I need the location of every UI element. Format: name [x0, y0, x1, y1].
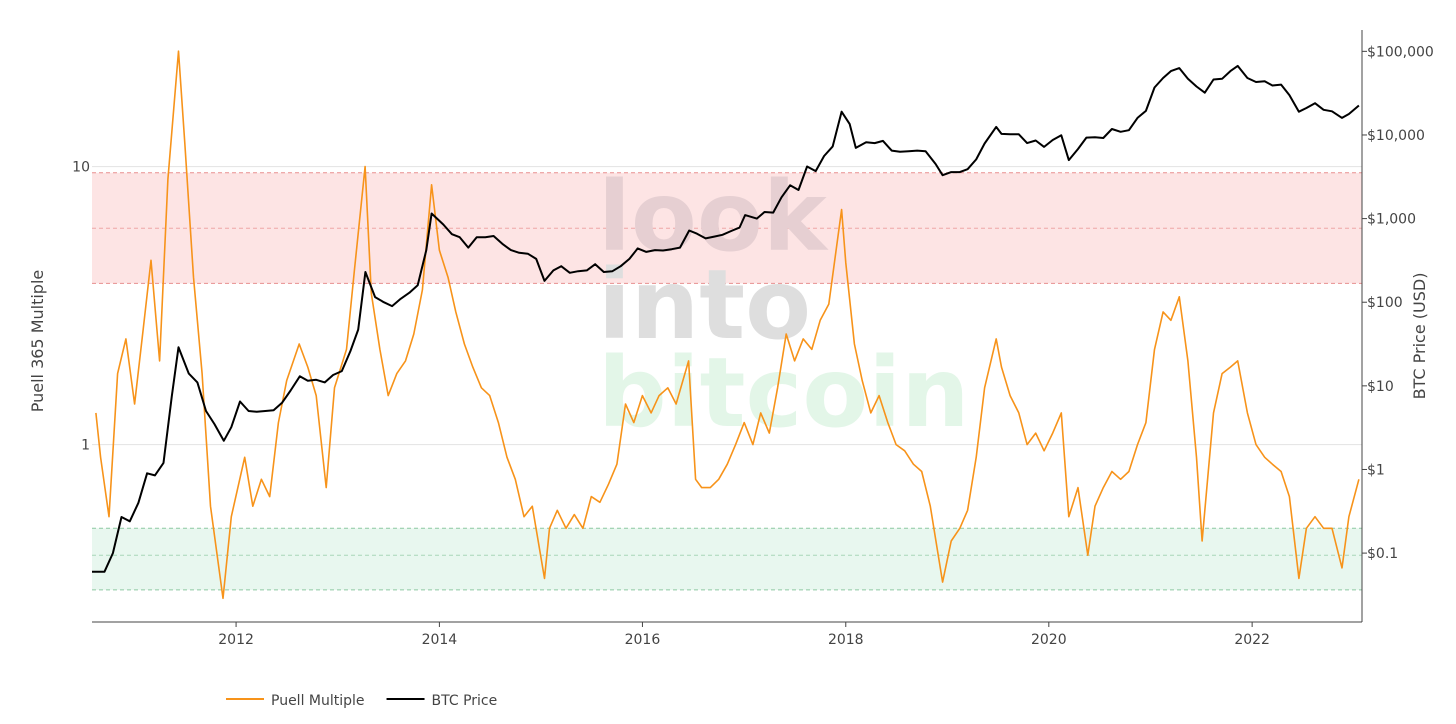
legend-item-puell-multiple[interactable]: Puell Multiple: [226, 693, 365, 709]
series-line-puell-multiple: [95, 50, 1360, 600]
axes: 2012 2014 2016 2018 2020 2022 1 10 $0.1 $1 $10 $100…: [28, 30, 1434, 648]
y-right-tick-label: $100: [1367, 295, 1403, 311]
y-right-tick-label: $10,000: [1367, 128, 1425, 144]
series-lines: [92, 50, 1360, 600]
x-tick-label: 2020: [1031, 632, 1067, 648]
legend-label: Puell Multiple: [271, 693, 365, 709]
watermark-text: into: [598, 249, 811, 361]
y-left-tick-label: 10: [72, 160, 90, 176]
x-tick-label: 2018: [828, 632, 864, 648]
x-tick-label: 2014: [422, 632, 458, 648]
legend-item-btc-price[interactable]: BTC Price: [386, 693, 498, 709]
x-tick-label: 2012: [218, 632, 254, 648]
y-left-axis-title: Puell 365 Multiple: [28, 270, 47, 413]
zone-undervalued: [92, 528, 1362, 590]
y-right-tick-label: $1,000: [1367, 212, 1416, 228]
y-right-tick-label: $1: [1367, 462, 1385, 478]
y-left-tick-label: 1: [81, 438, 90, 454]
y-right-tick-label: $100,000: [1367, 44, 1434, 60]
valuation-zones: [92, 172, 1362, 591]
y-right-axis-title: BTC Price (USD): [1410, 273, 1429, 400]
series-line-btc-price: [92, 64, 1360, 573]
x-tick-label: 2016: [625, 632, 661, 648]
watermark-text: look: [598, 161, 829, 273]
y-right-tick-label: $10: [1367, 379, 1394, 395]
legend: Puell Multiple BTC Price: [226, 693, 497, 709]
legend-label: BTC Price: [432, 693, 498, 709]
gridlines: [92, 166, 1362, 446]
x-tick-label: 2022: [1234, 632, 1270, 648]
watermark-text: bitcoin: [598, 337, 970, 449]
y-right-tick-label: $0.1: [1367, 546, 1398, 562]
